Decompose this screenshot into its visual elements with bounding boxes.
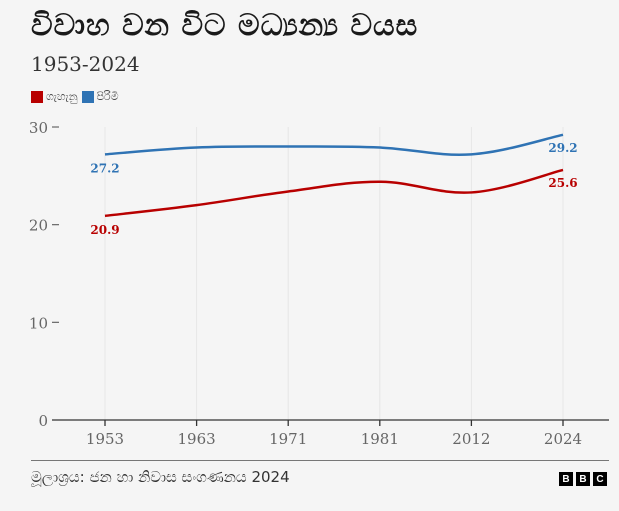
data-labels: 20.9 25.6 27.2 29.2 [90, 141, 577, 237]
series-lines [104, 133, 564, 218]
x-tick-label: 2012 [452, 430, 490, 448]
source-note: මූලාශ්‍රය: ජන හා නිවාස සංගණනය 2024 [31, 468, 290, 486]
legend-item-women: ගැහැනු [31, 90, 78, 104]
legend: ගැහැනු පිරිමි [31, 90, 123, 104]
x-tick-label: 1963 [178, 430, 216, 448]
data-label-end: 29.2 [548, 141, 577, 155]
chart-title: විවාහ වන විට මධ්‍යන්‍ය වයස [31, 8, 419, 43]
chart-subtitle: 1953-2024 [31, 52, 140, 76]
y-tick-label: 20 [29, 217, 48, 235]
x-tick-label: 2024 [544, 430, 582, 448]
line-chart: 0 10 20 30 1953 1963 1971 1981 2012 2024 20.9 25.… [29, 119, 609, 448]
y-tick-label: 30 [29, 119, 48, 137]
data-label-end: 25.6 [548, 176, 577, 190]
footer-divider [31, 460, 609, 461]
x-tick-label: 1971 [269, 430, 307, 448]
x-tick-label: 1953 [86, 430, 124, 448]
legend-swatch-women [31, 91, 43, 103]
legend-swatch-men [81, 91, 94, 103]
gridlines [104, 127, 564, 420]
legend-item-men: පිරිමි [81, 90, 119, 104]
y-tick-label: 10 [29, 314, 48, 332]
line-men [104, 133, 564, 156]
data-label-start: 20.9 [90, 223, 119, 237]
bbc-logo: B B C [559, 472, 607, 486]
x-axis: 1953 1963 1971 1981 2012 2024 [52, 419, 609, 448]
bbc-logo-letter: C [593, 472, 607, 486]
legend-label-women: ගැහැනු [46, 90, 78, 103]
legend-label-men: පිරිමි [96, 90, 119, 103]
bbc-logo-letter: B [576, 472, 590, 486]
y-axis: 0 10 20 30 [29, 119, 59, 430]
bbc-logo-letter: B [559, 472, 573, 486]
line-women [104, 168, 564, 218]
x-tick-label: 1981 [361, 430, 399, 448]
data-label-start: 27.2 [90, 161, 119, 175]
y-tick-label: 0 [38, 412, 48, 430]
